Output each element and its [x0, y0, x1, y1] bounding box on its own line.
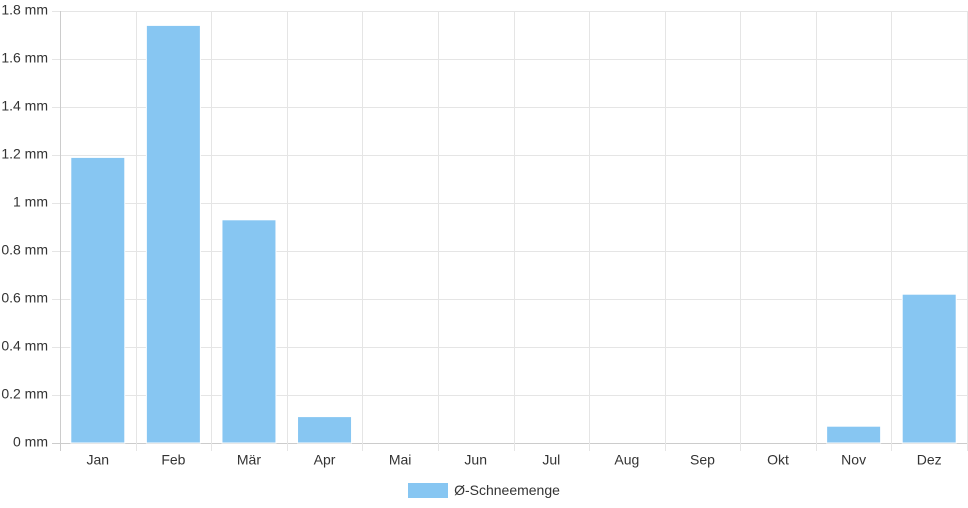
x-axis: Jan Feb Mär Apr Mai Jun Jul Aug Sep Okt Nov Dez — [87, 452, 942, 468]
bar-series — [70, 24, 957, 444]
bar — [145, 24, 201, 444]
bar — [901, 293, 957, 444]
bar — [221, 219, 277, 444]
x-tick-label: Jan — [87, 452, 110, 468]
x-tick-label: Mai — [389, 452, 412, 468]
bar — [826, 425, 882, 444]
legend[interactable]: Ø-Schneemenge — [0, 480, 968, 500]
y-tick-label: 0.4 mm — [1, 338, 48, 354]
y-axis: 0 mm 0.2 mm 0.4 mm 0.6 mm 0.8 mm 1 mm 1.2 mm 1.… — [1, 2, 48, 450]
bar — [70, 156, 126, 444]
x-tick-label: Okt — [767, 452, 789, 468]
y-tick-label: 0.6 mm — [1, 290, 48, 306]
y-tick-label: 1.6 mm — [1, 50, 48, 66]
x-tick-label: Aug — [614, 452, 639, 468]
y-tick-label: 0 mm — [13, 434, 48, 450]
y-tick-label: 1.4 mm — [1, 98, 48, 114]
legend-swatch — [408, 482, 449, 498]
x-tick-label: Nov — [841, 452, 866, 468]
y-tick-label: 1.2 mm — [1, 146, 48, 162]
x-tick-label: Sep — [690, 452, 715, 468]
y-tick-label: 0.2 mm — [1, 386, 48, 402]
legend-label: Ø-Schneemenge — [454, 482, 560, 498]
x-tick-label: Dez — [917, 452, 942, 468]
y-tick-label: 1 mm — [13, 194, 48, 210]
bar-chart: 0 mm 0.2 mm 0.4 mm 0.6 mm 0.8 mm 1 mm 1.2 mm 1.… — [1, 2, 968, 468]
x-tick-label: Apr — [314, 452, 336, 468]
x-tick-label: Feb — [161, 452, 185, 468]
x-tick-label: Jul — [542, 452, 560, 468]
bar — [297, 416, 353, 444]
x-tick-label: Mär — [237, 452, 261, 468]
y-tick-label: 1.8 mm — [1, 2, 48, 18]
x-tick-label: Jun — [464, 452, 487, 468]
y-tick-label: 0.8 mm — [1, 242, 48, 258]
